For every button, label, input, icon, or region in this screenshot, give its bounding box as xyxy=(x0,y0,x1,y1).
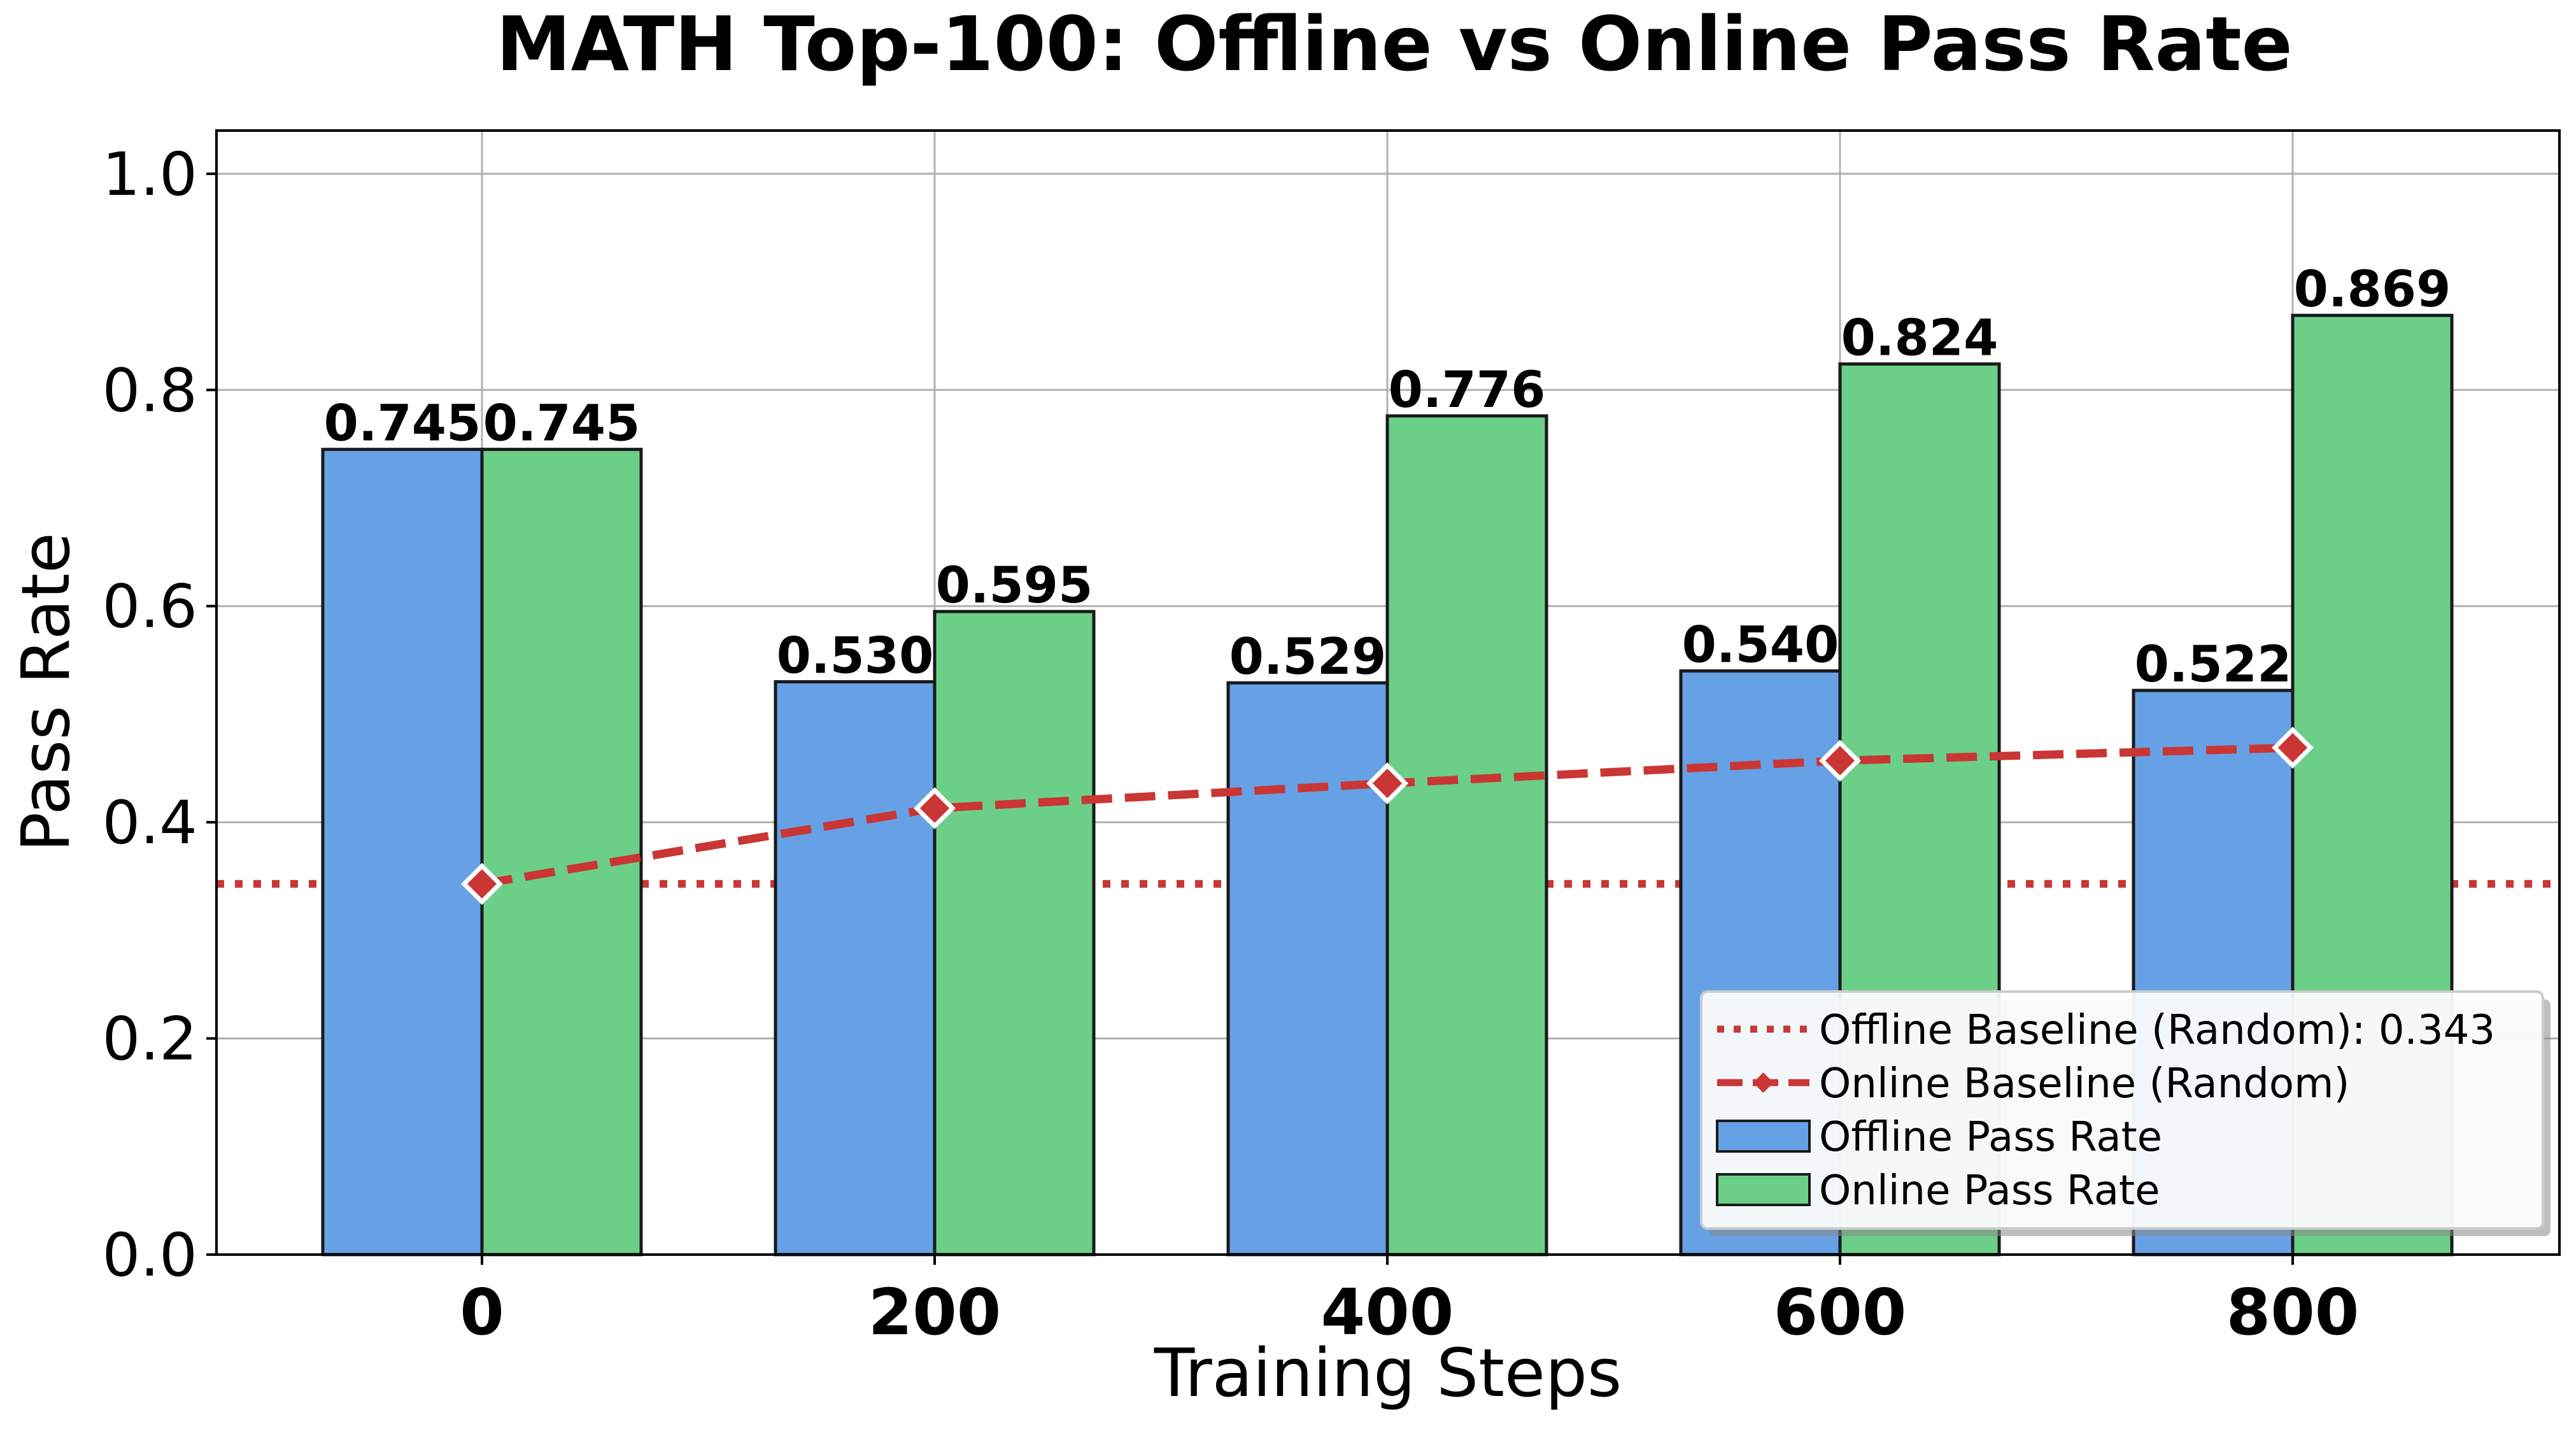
x-tick-label: 0 xyxy=(460,1275,504,1349)
online-baseline-marker xyxy=(914,787,956,830)
online-pass-rate-value-label: 0.745 xyxy=(483,395,640,453)
x-tick-label: 600 xyxy=(1774,1275,1907,1349)
chart-title: MATH Top-100: Offline vs Online Pass Rat… xyxy=(496,0,2292,88)
online-pass-rate-value-label: 0.595 xyxy=(936,557,1093,615)
online-pass-rate-bar xyxy=(933,609,1096,1257)
online-pass-rate-value-label: 0.869 xyxy=(2294,261,2451,318)
offline-pass-rate-bar xyxy=(1226,681,1389,1257)
y-tick-label: 0.4 xyxy=(103,788,198,858)
legend-box xyxy=(1700,990,2544,1230)
x-tick-label: 800 xyxy=(2226,1275,2360,1349)
online-pass-rate-bar xyxy=(480,448,643,1257)
y-tick-layer: 0.0 0.2 0.4 0.6 0.8 1.0 xyxy=(103,140,216,1290)
y-tick-label: 0.2 xyxy=(103,1005,198,1074)
x-tick-layer: 0 200 400 600 800 xyxy=(460,1255,2359,1349)
y-axis-label: Pass Rate xyxy=(7,532,85,852)
y-tick-label: 1.0 xyxy=(103,140,198,210)
offline-baseline-legend-label: Offline Baseline (Random): 0.343 xyxy=(1819,1007,2495,1054)
y-tick-label: 0.0 xyxy=(103,1221,198,1290)
online-pass-rate-legend-label: Online Pass Rate xyxy=(1819,1167,2160,1214)
offline-pass-rate-value-label: 0.530 xyxy=(777,628,934,685)
baseline-line-layer xyxy=(461,727,2314,905)
y-tick-label: 0.8 xyxy=(103,356,198,425)
x-tick-label: 400 xyxy=(1321,1275,1454,1349)
offline-pass-rate-legend-label: Offline Pass Rate xyxy=(1819,1114,2162,1161)
online-pass-rate-legend-swatch xyxy=(1716,1173,1811,1206)
offline-pass-rate-bar xyxy=(774,680,937,1257)
legend: Offline Baseline (Random): 0.343 Online B… xyxy=(1700,990,2551,1236)
offline-pass-rate-value-label: 0.745 xyxy=(324,395,481,453)
online-pass-rate-value-label: 0.824 xyxy=(1841,310,1999,367)
y-tick-label: 0.6 xyxy=(103,573,198,642)
online-pass-rate-value-label: 0.776 xyxy=(1389,362,1546,419)
x-tick-label: 200 xyxy=(868,1275,1001,1349)
online-baseline-marker xyxy=(2272,727,2314,769)
online-baseline-marker xyxy=(1819,739,1861,782)
online-baseline-legend-label: Online Baseline (Random) xyxy=(1819,1060,2349,1107)
offline-pass-rate-value-label: 0.540 xyxy=(1682,617,1839,674)
bar-labels-layer: 0.745 0.530 0.529 0.540 0.522 0.745 0.595 0.776… xyxy=(324,261,2451,694)
x-axis-label: Training Steps xyxy=(1154,1334,1622,1412)
online-baseline-marker xyxy=(1366,762,1408,805)
offline-pass-rate-bar xyxy=(321,448,484,1257)
online-baseline-legend-marker xyxy=(1753,1072,1774,1093)
online-baseline-marker xyxy=(461,862,503,905)
offline-pass-rate-legend-swatch xyxy=(1716,1120,1811,1153)
offline-pass-rate-value-label: 0.529 xyxy=(1229,629,1387,686)
online-pass-rate-bar xyxy=(1385,414,1548,1257)
offline-pass-rate-value-label: 0.522 xyxy=(2135,636,2292,694)
